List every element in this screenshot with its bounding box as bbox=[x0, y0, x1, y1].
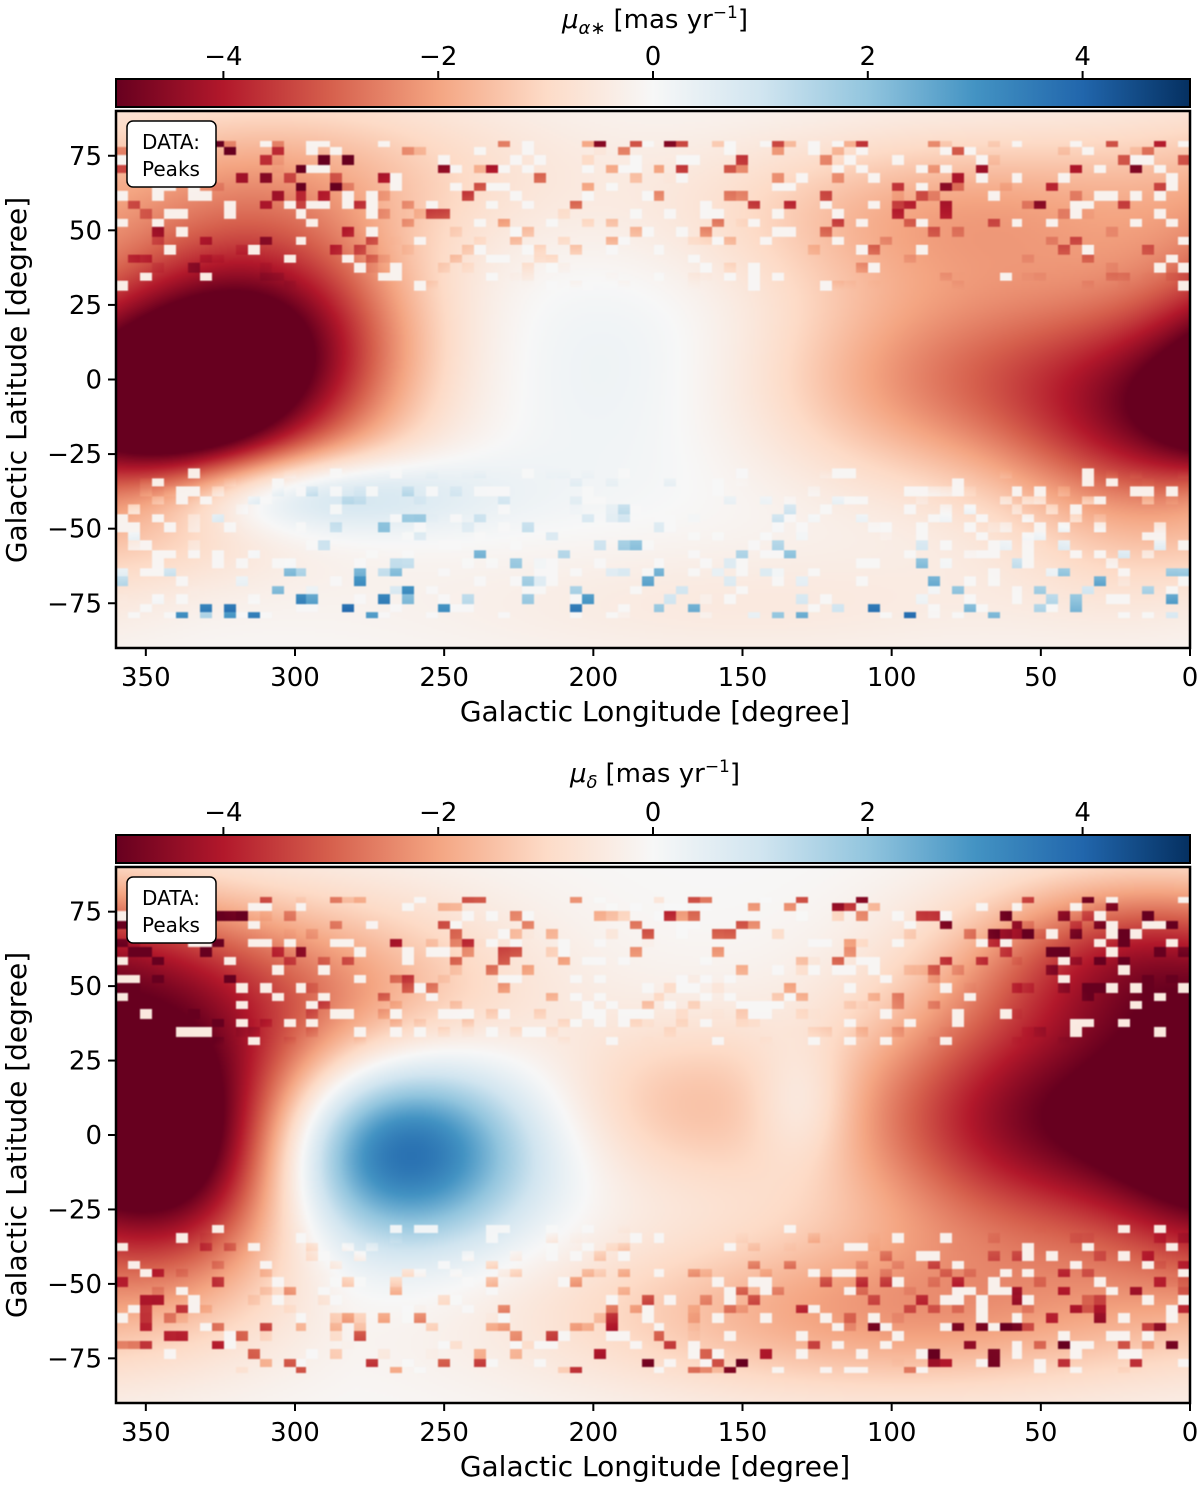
y-tick-label: −25 bbox=[47, 440, 102, 470]
colorbar-bottom bbox=[116, 835, 1190, 863]
y-axis-label-top: Galactic Latitude [degree] bbox=[0, 197, 33, 563]
x-tick-label: 200 bbox=[569, 1418, 619, 1448]
y-tick-label: −25 bbox=[47, 1195, 102, 1225]
x-tick-label: 100 bbox=[867, 1418, 917, 1448]
colorbar-tick-label: −4 bbox=[204, 798, 242, 828]
legend-line-2: Peaks bbox=[142, 157, 200, 181]
legend-line-1: DATA: bbox=[142, 886, 200, 910]
x-tick-label: 250 bbox=[419, 663, 469, 693]
heatmap-canvas-bottom bbox=[116, 867, 1190, 1403]
x-tick-label: 250 bbox=[419, 1418, 469, 1448]
y-tick-label: 25 bbox=[69, 291, 102, 321]
heatmap-bottom bbox=[116, 867, 1190, 1403]
y-tick-label: 0 bbox=[85, 366, 102, 396]
legend-line-1: DATA: bbox=[142, 130, 200, 154]
y-tick-label: −75 bbox=[47, 1344, 102, 1374]
y-tick-label: 75 bbox=[69, 898, 102, 928]
colorbar-tick-label: 2 bbox=[860, 798, 877, 828]
heatmap-canvas-top bbox=[116, 111, 1190, 648]
legend-bottom: DATA: Peaks bbox=[126, 876, 217, 944]
heatmap-top bbox=[116, 111, 1190, 648]
x-tick-label: 150 bbox=[718, 663, 768, 693]
x-tick-label: 200 bbox=[569, 663, 619, 693]
y-tick-label: 25 bbox=[69, 1047, 102, 1077]
colorbar-tick-label: −4 bbox=[204, 42, 242, 72]
colorbar-tick-label: 4 bbox=[1074, 798, 1091, 828]
colorbar-top bbox=[116, 79, 1190, 107]
colorbar-tick-label: 0 bbox=[645, 798, 662, 828]
legend-top: DATA: Peaks bbox=[126, 120, 217, 188]
y-tick-label: −50 bbox=[47, 515, 102, 545]
y-tick-label: 50 bbox=[69, 216, 102, 246]
panel-bottom: μδ [mas yr−1] −4 −2 0 2 4 DATA: Peaks 350 300 2… bbox=[0, 757, 1198, 1483]
colorbar-label-bottom: μδ [mas yr−1] bbox=[569, 757, 740, 793]
colorbar-tick-label: 0 bbox=[645, 42, 662, 72]
colorbar-tick-label: 4 bbox=[1074, 42, 1091, 72]
x-tick-label: 300 bbox=[270, 663, 320, 693]
x-tick-label: 350 bbox=[121, 1418, 171, 1448]
y-tick-label: 50 bbox=[69, 972, 102, 1002]
x-axis-ticks-top: 350 300 250 200 150 100 50 0 bbox=[121, 648, 1198, 693]
y-axis-ticks-bottom: 75 50 25 0 −25 −50 −75 bbox=[47, 898, 116, 1374]
x-tick-label: 0 bbox=[1182, 663, 1199, 693]
x-axis-label-bottom: Galactic Longitude [degree] bbox=[460, 1450, 850, 1483]
colorbar-ticks-bottom: −4 −2 0 2 4 bbox=[204, 798, 1091, 835]
y-tick-label: 75 bbox=[69, 142, 102, 172]
x-axis-ticks-bottom: 350 300 250 200 150 100 50 0 bbox=[121, 1403, 1198, 1448]
x-tick-label: 50 bbox=[1024, 1418, 1057, 1448]
y-tick-label: 0 bbox=[85, 1121, 102, 1151]
legend-line-2: Peaks bbox=[142, 913, 200, 937]
colorbar-label-top: μα∗ [mas yr−1] bbox=[561, 3, 748, 39]
y-tick-label: −75 bbox=[47, 589, 102, 619]
y-axis-ticks-top: 75 50 25 0 −25 −50 −75 bbox=[47, 142, 116, 619]
colorbar-tick-label: −2 bbox=[419, 42, 457, 72]
x-tick-label: 0 bbox=[1182, 1418, 1199, 1448]
panel-top: μα∗ [mas yr−1] −4 −2 0 2 4 DATA: Peaks 350 300… bbox=[0, 3, 1198, 728]
x-tick-label: 350 bbox=[121, 663, 171, 693]
x-tick-label: 50 bbox=[1024, 663, 1057, 693]
x-axis-label-top: Galactic Longitude [degree] bbox=[460, 695, 850, 728]
y-tick-label: −50 bbox=[47, 1270, 102, 1300]
x-tick-label: 100 bbox=[867, 663, 917, 693]
y-axis-label-bottom: Galactic Latitude [degree] bbox=[0, 952, 33, 1318]
x-tick-label: 300 bbox=[270, 1418, 320, 1448]
colorbar-tick-label: 2 bbox=[860, 42, 877, 72]
colorbar-tick-label: −2 bbox=[419, 798, 457, 828]
colorbar-ticks-top: −4 −2 0 2 4 bbox=[204, 42, 1091, 79]
x-tick-label: 150 bbox=[718, 1418, 768, 1448]
